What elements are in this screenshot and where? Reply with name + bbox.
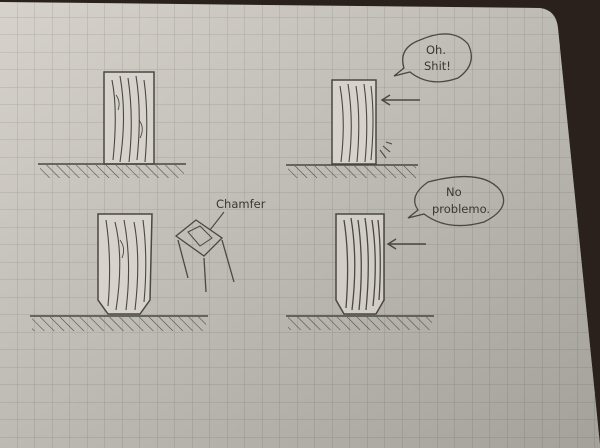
bubble-top-line1: Oh.: [426, 43, 446, 57]
block-top-left: [104, 72, 154, 164]
block-bottom-right: [336, 214, 384, 314]
bubble-bottom-line1: No: [446, 185, 462, 199]
chamfer-label: Chamfer: [216, 197, 266, 211]
ground-bottom-right: [286, 316, 434, 330]
ground-bottom-left: [30, 316, 208, 331]
block-bottom-left: [98, 214, 152, 314]
ground-top-right: [286, 165, 418, 178]
bubble-bottom-line2: problemo.: [432, 202, 490, 216]
ground-top-left: [38, 164, 186, 178]
bubble-top-line2: Shit!: [424, 59, 451, 73]
